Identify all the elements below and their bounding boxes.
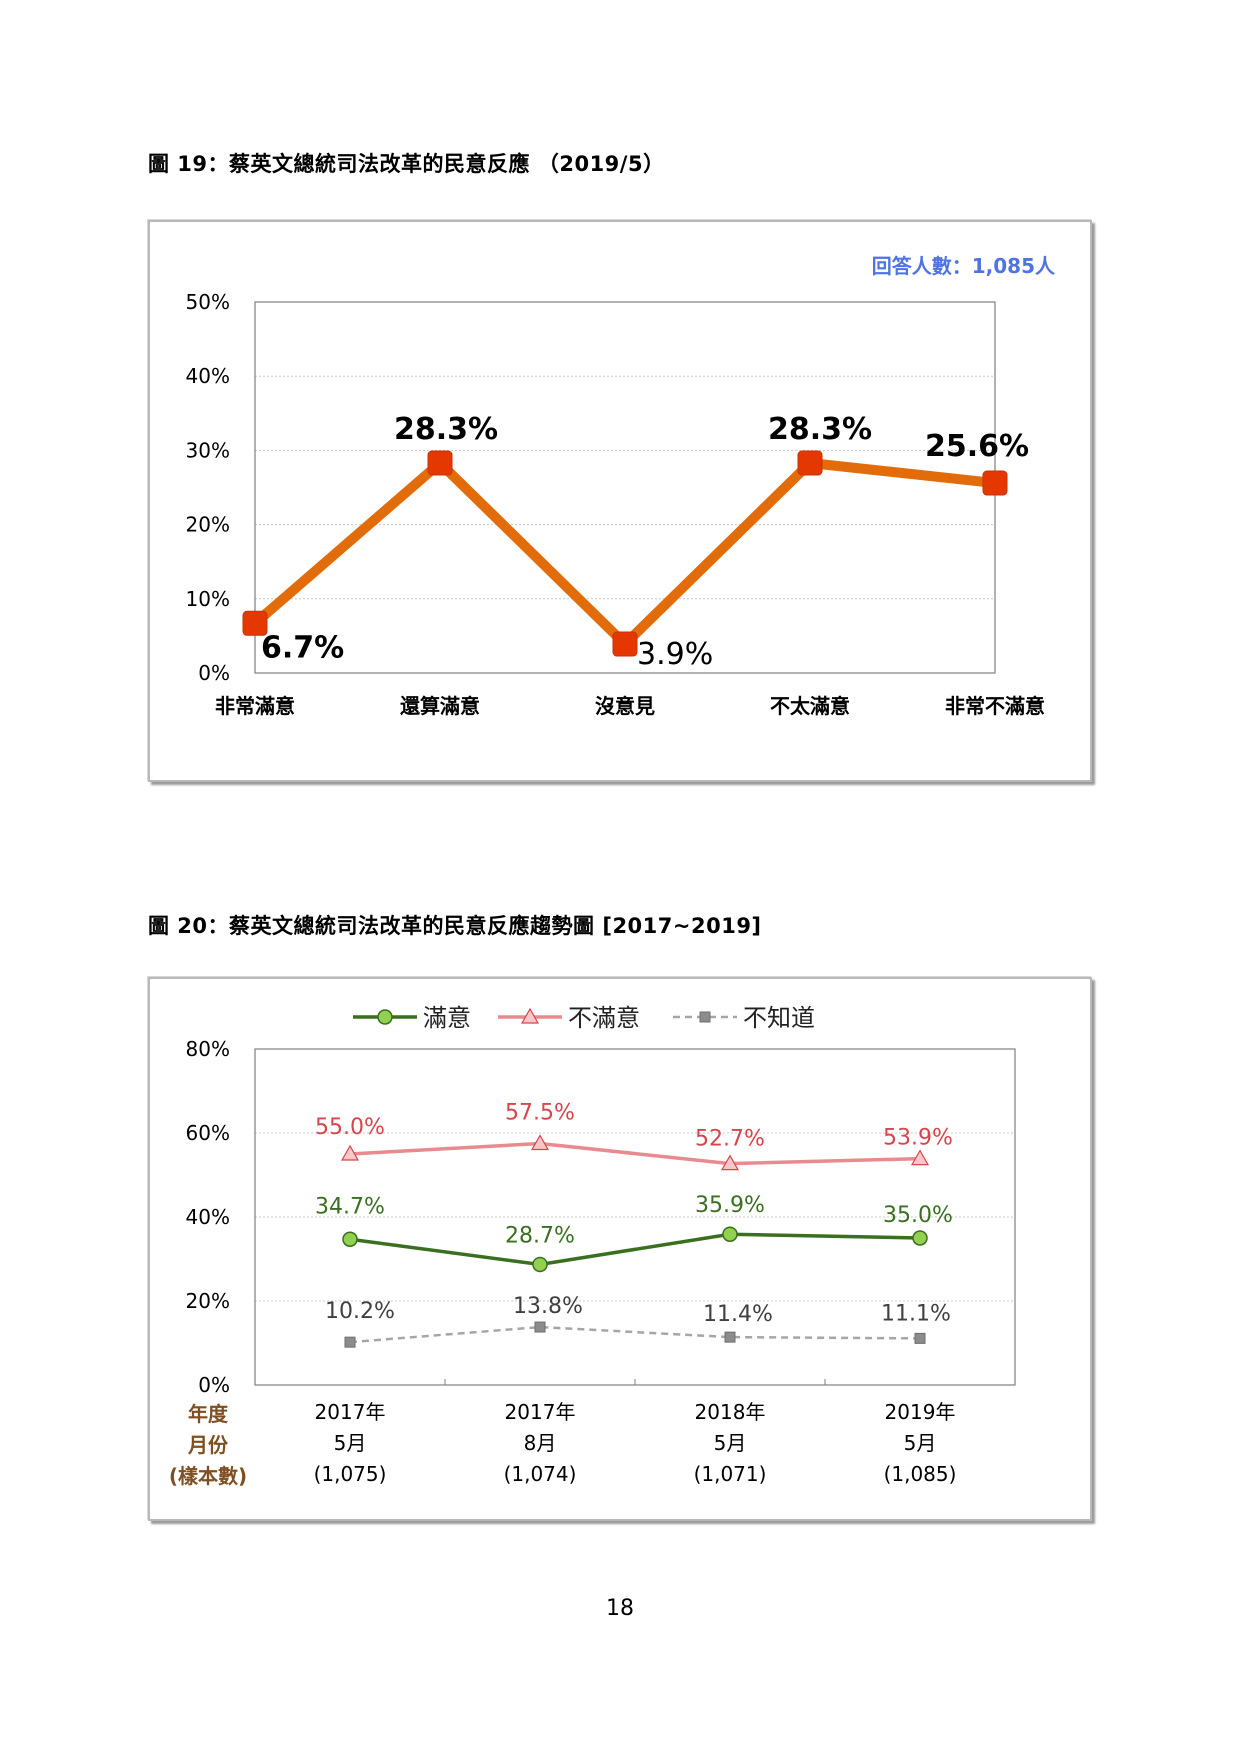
y-tick-label: 0%	[198, 661, 230, 685]
data-point	[427, 450, 453, 476]
data-point	[910, 1149, 930, 1166]
data-point	[797, 450, 823, 476]
figure20-caption: 圖 20：蔡英文總統司法改革的民意反應趨勢圖 [2017~2019]	[148, 914, 762, 938]
x-tick-label: (1,074)	[504, 1462, 577, 1486]
legend-label: 滿意	[423, 1004, 471, 1032]
x-tick-label: 非常不滿意	[945, 694, 1045, 718]
data-point	[982, 470, 1008, 496]
data-point	[914, 1332, 926, 1344]
data-point	[722, 1226, 738, 1242]
figure20-svg: 滿意 不滿意 不知道 0% 20% 40% 60% 80% 2017年 5月 (1,075) 2017…	[169, 1004, 1016, 1488]
data-label: 13.8%	[513, 1294, 583, 1319]
y-tick-label: 40%	[186, 1205, 230, 1229]
legend-label: 不知道	[743, 1004, 815, 1032]
series-line	[349, 1141, 921, 1166]
legend-marker	[520, 1007, 540, 1024]
data-label: 52.7%	[695, 1127, 765, 1152]
y-tick-label: 0%	[198, 1373, 230, 1397]
figure19-chart: 回答人數：1,085人 0% 10% 20% 30% 40% 50% 非常滿意 還算滿意 沒意見 不…	[148, 220, 1092, 782]
data-point	[720, 1154, 740, 1171]
legend-marker	[699, 1011, 711, 1023]
data-label: 35.0%	[883, 1203, 953, 1228]
data-label: 28.3%	[394, 412, 498, 447]
x-tick-label: 2018年	[695, 1400, 766, 1424]
x-tick-label: 非常滿意	[215, 694, 295, 718]
data-label: 53.9%	[883, 1126, 953, 1151]
data-label: 35.9%	[695, 1193, 765, 1218]
x-tick-label: 不太滿意	[770, 694, 850, 718]
figure19-svg: 回答人數：1,085人 0% 10% 20% 30% 40% 50% 非常滿意 還算滿意 沒意見 不…	[186, 254, 1056, 718]
axis-caption: (樣本數)	[169, 1464, 247, 1488]
legend-label: 不滿意	[568, 1004, 640, 1032]
y-tick-label: 30%	[186, 438, 230, 462]
series-line	[349, 1232, 921, 1267]
data-label: 28.3%	[768, 412, 872, 447]
figure20-chart: 滿意 不滿意 不知道 0% 20% 40% 60% 80% 2017年 5月 (1,075) 2017…	[148, 977, 1092, 1521]
x-tick-label: 2017年	[315, 1400, 386, 1424]
data-point	[912, 1230, 928, 1246]
data-point	[340, 1144, 360, 1161]
x-tick-label: 還算滿意	[400, 694, 480, 718]
data-label: 10.2%	[325, 1299, 395, 1324]
data-point	[724, 1331, 736, 1343]
x-tick-label: 2017年	[505, 1400, 576, 1424]
page-number: 18	[606, 1596, 634, 1621]
data-point	[534, 1321, 546, 1333]
x-tick-label: 2019年	[885, 1400, 956, 1424]
data-label: 57.5%	[505, 1101, 575, 1126]
y-tick-label: 20%	[186, 513, 230, 537]
data-label: 34.7%	[315, 1194, 385, 1219]
x-tick-label: 5月	[334, 1431, 367, 1455]
y-tick-label: 50%	[186, 290, 230, 314]
series-line	[251, 456, 996, 652]
respondent-count: 回答人數：1,085人	[872, 254, 1056, 278]
data-point	[242, 610, 268, 636]
x-tick-label: 8月	[524, 1431, 557, 1455]
axis-caption: 月份	[187, 1433, 229, 1457]
x-tick-label: 沒意見	[595, 694, 655, 718]
data-label: 55.0%	[315, 1115, 385, 1140]
x-tick-label: (1,085)	[884, 1462, 957, 1486]
y-tick-label: 40%	[186, 364, 230, 388]
data-label: 6.7%	[261, 630, 344, 665]
data-label: 11.1%	[881, 1301, 951, 1326]
data-label: 3.9%	[637, 637, 713, 672]
axis-caption: 年度	[188, 1402, 229, 1426]
x-tick-label: 5月	[904, 1431, 937, 1455]
x-tick-label: (1,075)	[314, 1462, 387, 1486]
series-line	[349, 1325, 921, 1344]
x-tick-label: (1,071)	[694, 1462, 767, 1486]
y-tick-label: 10%	[186, 587, 230, 611]
y-tick-label: 20%	[186, 1289, 230, 1313]
data-point	[532, 1256, 548, 1273]
data-label: 25.6%	[925, 429, 1029, 464]
data-point	[612, 631, 638, 657]
data-point	[344, 1336, 356, 1348]
data-point	[530, 1134, 550, 1151]
data-label: 11.4%	[703, 1302, 773, 1327]
x-tick-label: 5月	[714, 1431, 747, 1455]
figure19-caption: 圖 19：蔡英文總統司法改革的民意反應 （2019/5）	[148, 152, 665, 176]
legend-marker	[377, 1009, 393, 1025]
data-point	[342, 1231, 358, 1248]
data-label: 28.7%	[505, 1223, 575, 1248]
y-tick-label: 80%	[186, 1037, 230, 1061]
plot-area	[254, 301, 996, 674]
y-tick-label: 60%	[186, 1121, 230, 1145]
